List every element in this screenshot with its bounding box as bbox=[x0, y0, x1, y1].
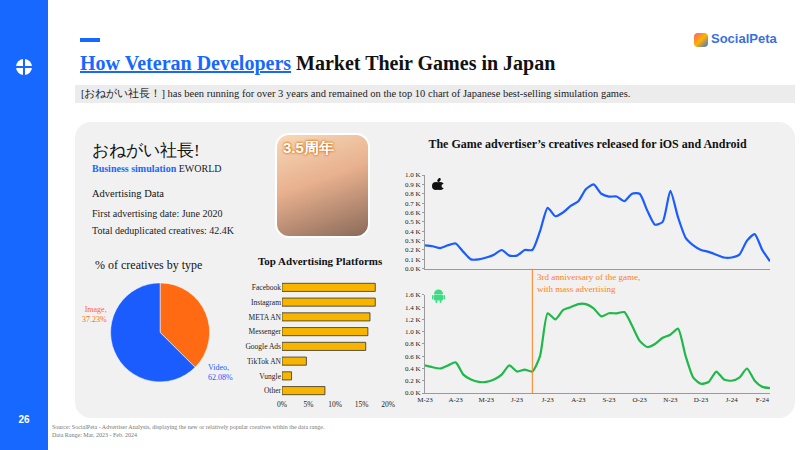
svg-text:META AN: META AN bbox=[248, 313, 281, 322]
svg-text:5%: 5% bbox=[304, 400, 314, 409]
html-text:[おねがい社長！] has been running for: [おねがい社長！] has been running for over 3 ye… bbox=[81, 88, 631, 99]
svg-text:A-23: A-23 bbox=[571, 396, 586, 404]
svg-text:1.4 K: 1.4 K bbox=[405, 304, 421, 312]
svg-text:20%: 20% bbox=[381, 400, 395, 409]
svg-text:3rd anniversary of the game,wi: 3rd anniversary of the game,with mass ad… bbox=[537, 272, 640, 294]
svg-text:M-23: M-23 bbox=[417, 396, 433, 404]
svg-text:D-23: D-23 bbox=[694, 396, 709, 404]
svg-text:0%: 0% bbox=[277, 400, 287, 409]
svg-text:1.0 K: 1.0 K bbox=[405, 171, 421, 179]
svg-text:J-23: J-23 bbox=[542, 396, 555, 404]
svg-text:Top Advertising Platforms: Top Advertising Platforms bbox=[258, 256, 383, 267]
svg-text:F-24: F-24 bbox=[756, 396, 770, 404]
svg-text:J-23: J-23 bbox=[511, 396, 524, 404]
svg-text:15%: 15% bbox=[355, 400, 369, 409]
svg-text:Facebook: Facebook bbox=[252, 283, 281, 292]
svg-text:0.4 K: 0.4 K bbox=[405, 365, 421, 373]
html-text:Advertising Data: Advertising Data bbox=[92, 188, 164, 199]
svg-text:The Game advertiser’s creative: The Game advertiser’s creatives released… bbox=[428, 137, 747, 151]
svg-text:0.0 K: 0.0 K bbox=[405, 265, 421, 273]
svg-text:Other: Other bbox=[264, 386, 282, 395]
html-text:SocialPeta: SocialPeta bbox=[711, 31, 777, 46]
svg-text:0.2 K: 0.2 K bbox=[405, 377, 421, 385]
html-text:Data Range: Mar. 2023 - Feb. 2: Data Range: Mar. 2023 - Feb. 2024 bbox=[52, 432, 137, 438]
svg-text:A-23: A-23 bbox=[448, 396, 463, 404]
svg-text:0.8 K: 0.8 K bbox=[405, 340, 421, 348]
html-text:Business simulation EWORLD: Business simulation EWORLD bbox=[92, 163, 222, 174]
svg-text:0.6 K: 0.6 K bbox=[405, 353, 421, 361]
svg-text:0.2 K: 0.2 K bbox=[405, 246, 421, 254]
svg-text:0.4 K: 0.4 K bbox=[405, 228, 421, 236]
svg-text:TikTok AN: TikTok AN bbox=[247, 357, 282, 366]
svg-text:0.1 K: 0.1 K bbox=[405, 256, 421, 264]
svg-text:Instagram: Instagram bbox=[251, 298, 281, 307]
svg-text:0.3 K: 0.3 K bbox=[405, 237, 421, 245]
html-text:First advertising date: June 2: First advertising date: June 2020 bbox=[92, 208, 223, 219]
svg-text:S-23: S-23 bbox=[602, 396, 616, 404]
svg-text:N-23: N-23 bbox=[663, 396, 678, 404]
svg-text:10%: 10% bbox=[328, 400, 342, 409]
html-text:Source: SocialPeta - Advertise: Source: SocialPeta - Advertiser Analysis… bbox=[52, 424, 325, 430]
html-text:% of creatives by type: % of creatives by type bbox=[95, 258, 203, 272]
svg-text:0.5 K: 0.5 K bbox=[405, 218, 421, 226]
svg-text:0.0 K: 0.0 K bbox=[405, 389, 421, 397]
svg-text:1.6 K: 1.6 K bbox=[405, 291, 421, 299]
svg-text:1.0 K: 1.0 K bbox=[405, 328, 421, 336]
svg-text:0.9 K: 0.9 K bbox=[405, 181, 421, 189]
html-text:26: 26 bbox=[18, 414, 30, 425]
svg-text:J-24: J-24 bbox=[726, 396, 739, 404]
svg-text:Vungle: Vungle bbox=[259, 372, 281, 381]
html-text:3.5周年: 3.5周年 bbox=[283, 139, 334, 156]
html-text:Total deduplicated creatives:: Total deduplicated creatives: 42.4K bbox=[92, 225, 234, 236]
svg-text:Messenger: Messenger bbox=[249, 327, 282, 336]
svg-text:0.8 K: 0.8 K bbox=[405, 190, 421, 198]
svg-text:1.2 K: 1.2 K bbox=[405, 316, 421, 324]
svg-text:O-23: O-23 bbox=[632, 396, 647, 404]
svg-text:Video,62.08%: Video,62.08% bbox=[208, 363, 233, 382]
svg-text:Google Ads: Google Ads bbox=[245, 342, 281, 351]
svg-text:0.7 K: 0.7 K bbox=[405, 200, 421, 208]
svg-text:M-23: M-23 bbox=[479, 396, 495, 404]
html-text:おねがい社長!: おねがい社長! bbox=[92, 141, 200, 160]
svg-text:0.6 K: 0.6 K bbox=[405, 209, 421, 217]
html-text:How Veteran Developers Market: How Veteran Developers Market Their Game… bbox=[80, 52, 556, 74]
svg-text:Image,37.23%: Image,37.23% bbox=[82, 305, 107, 324]
